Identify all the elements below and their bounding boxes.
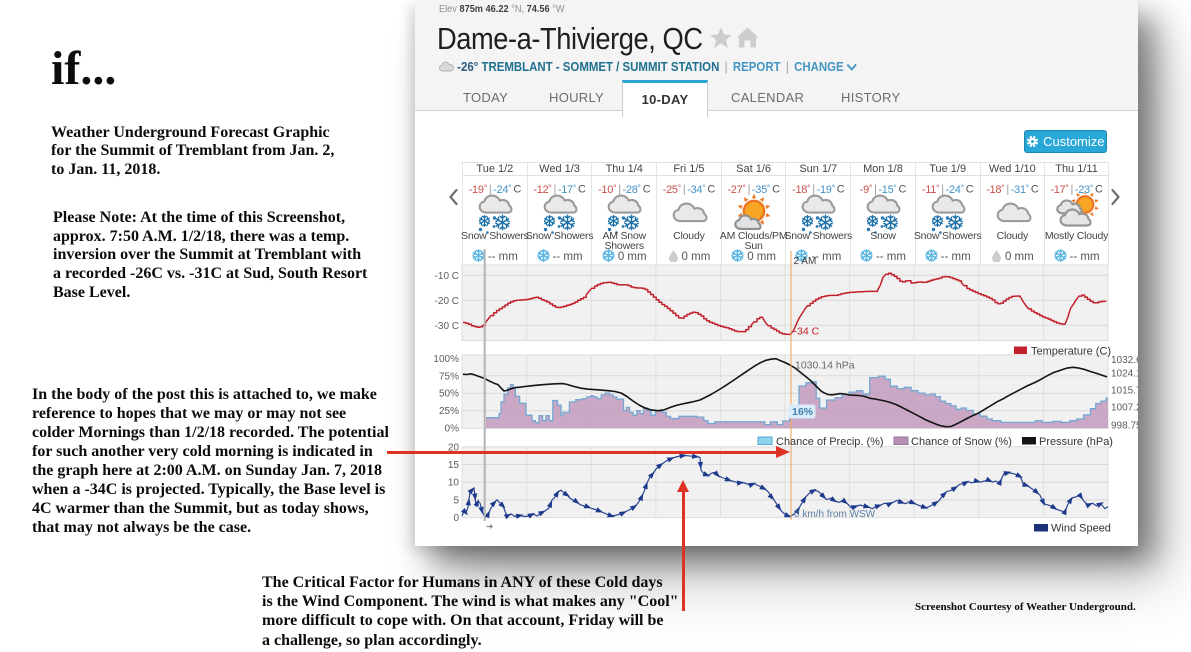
svg-text:16%: 16%	[792, 406, 814, 418]
svg-text:1032.6: 1032.6	[1111, 355, 1138, 366]
svg-text:Chance of Snow (%): Chance of Snow (%)	[911, 436, 1012, 448]
svg-text:Wind Speed: Wind Speed	[1051, 523, 1111, 535]
svg-text:-20 C: -20 C	[435, 296, 459, 307]
svg-text:Temperature (C): Temperature (C)	[1031, 346, 1111, 358]
svg-text:20: 20	[448, 442, 460, 453]
svg-text:0 km/h from WSW: 0 km/h from WSW	[794, 509, 876, 520]
svg-text:5: 5	[453, 495, 459, 506]
svg-text:1015.7: 1015.7	[1111, 386, 1138, 397]
svg-text:0: 0	[453, 513, 459, 524]
svg-text:75%: 75%	[439, 371, 459, 382]
svg-text:100%: 100%	[433, 354, 459, 365]
svg-text:15: 15	[448, 460, 460, 471]
svg-text:25%: 25%	[439, 406, 459, 417]
svg-text:-10 C: -10 C	[435, 271, 459, 282]
svg-text:-34 C: -34 C	[794, 326, 820, 338]
svg-text:Chance of Precip. (%): Chance of Precip. (%)	[776, 436, 884, 448]
svg-text:2 AM: 2 AM	[794, 256, 817, 267]
svg-text:998.75: 998.75	[1111, 421, 1138, 432]
svg-text:0%: 0%	[445, 424, 460, 435]
svg-text:-30 C: -30 C	[435, 321, 459, 332]
svg-text:1007.2: 1007.2	[1111, 403, 1138, 414]
svg-text:10: 10	[448, 478, 460, 489]
svg-text:1024.1: 1024.1	[1111, 369, 1138, 380]
svg-text:50%: 50%	[439, 389, 459, 400]
svg-text:Pressure (hPa): Pressure (hPa)	[1039, 436, 1113, 448]
svg-text:1030.14 hPa: 1030.14 hPa	[795, 360, 855, 372]
